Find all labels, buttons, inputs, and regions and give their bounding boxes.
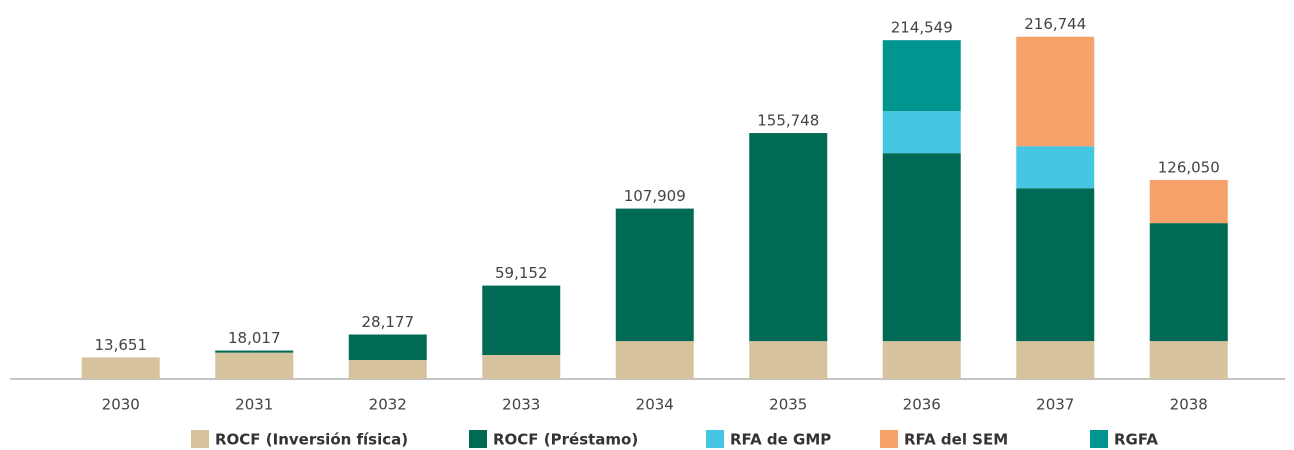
bar-segment: [1149, 179, 1228, 224]
total-label: 214,549: [891, 19, 953, 37]
bar-segment: [348, 334, 427, 361]
total-label: 155,748: [757, 112, 819, 130]
bar-segment: [749, 341, 828, 379]
total-label: 28,177: [362, 313, 415, 331]
bar-segment: [215, 350, 294, 353]
bar-segment: [615, 341, 694, 379]
bar-segment: [882, 341, 961, 379]
legend-swatch: [880, 430, 898, 448]
total-label: 13,651: [95, 336, 148, 354]
legend-swatch: [1090, 430, 1108, 448]
legend-label: RGFA: [1114, 431, 1158, 449]
bar-segment: [1016, 188, 1095, 342]
bar-segment: [615, 208, 694, 342]
x-tick-label: 2032: [369, 396, 407, 414]
bar-segment: [1149, 223, 1228, 342]
bar-segment: [1016, 36, 1095, 147]
bar-segment: [1016, 146, 1095, 189]
x-tick-label: 2036: [903, 396, 941, 414]
bar-segment: [882, 111, 961, 154]
bar-segment: [1016, 341, 1095, 379]
x-tick-label: 2031: [235, 396, 273, 414]
total-label: 18,017: [228, 329, 281, 347]
bar-segment: [215, 352, 294, 379]
bar-segment: [482, 285, 561, 355]
bar-segment: [882, 40, 961, 112]
legend-label: ROCF (Préstamo): [493, 431, 638, 449]
bar-segment: [81, 357, 160, 379]
legend-label: ROCF (Inversión física): [215, 431, 408, 449]
bar-segment: [348, 360, 427, 379]
bar-segment: [749, 133, 828, 342]
total-label: 107,909: [624, 187, 686, 205]
legend-label: RFA del SEM: [904, 431, 1008, 449]
x-tick-label: 2033: [502, 396, 540, 414]
total-label: 126,050: [1158, 158, 1220, 176]
legend-swatch: [706, 430, 724, 448]
x-tick-label: 2035: [769, 396, 807, 414]
x-tick-label: 2037: [1036, 396, 1074, 414]
bar-segment: [1149, 341, 1228, 379]
x-tick-label: 2034: [636, 396, 674, 414]
bar-segment: [882, 153, 961, 342]
legend-swatch: [191, 430, 209, 448]
total-label: 59,152: [495, 264, 548, 282]
legend-swatch: [469, 430, 487, 448]
bar-segment: [482, 354, 561, 379]
x-tick-label: 2030: [102, 396, 140, 414]
x-tick-label: 2038: [1170, 396, 1208, 414]
total-label: 216,744: [1024, 15, 1086, 33]
legend-label: RFA de GMP: [730, 431, 831, 449]
